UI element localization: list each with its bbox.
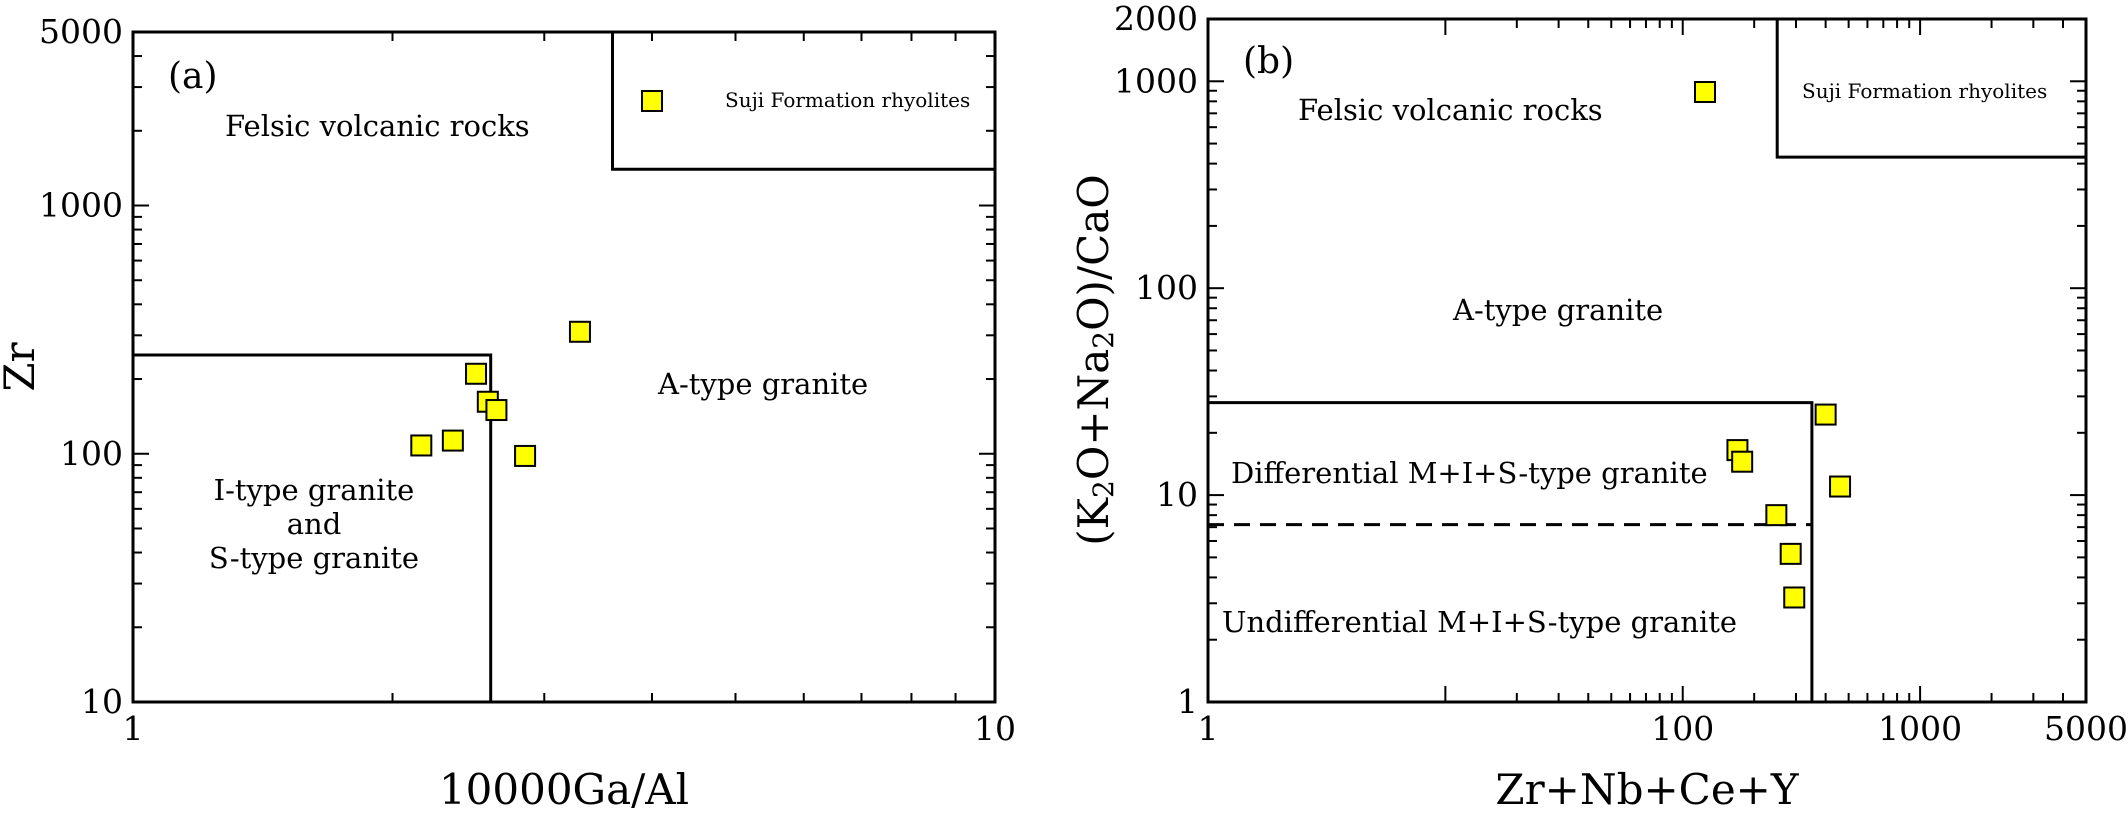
legend-label-a: Suji Formation rhyolites [725, 88, 970, 112]
legend-marker-b [1694, 81, 1716, 103]
panel-a-ticks [132, 32, 996, 703]
y-tick-label: 1000 [1114, 61, 1198, 100]
data-point [441, 429, 464, 452]
boundary-line [133, 353, 493, 702]
y-axis-title-a: Zr [0, 341, 44, 391]
panel-b-tick-labels: 1 100 1000 5000 1 10 100 1000 2000 [1114, 0, 2128, 748]
y-tick-label: 10 [1156, 475, 1198, 514]
data-point [514, 444, 537, 467]
x-tick-label: 10 [974, 709, 1016, 748]
panel-b-frame [1206, 17, 2088, 704]
region-label-felsic-b: Felsic volcanic rocks [1298, 93, 1603, 127]
region-label-felsic: Felsic volcanic rocks [225, 109, 530, 143]
panel-b-ticks [1208, 19, 2086, 702]
data-point [1731, 450, 1754, 473]
region-label-and: and [287, 507, 342, 541]
panel-b-points [1726, 403, 1852, 609]
data-point [1779, 542, 1802, 565]
panel-a-frame [131, 30, 997, 704]
data-point [410, 434, 433, 457]
data-point [465, 362, 488, 385]
boundary-line [611, 32, 995, 171]
x-tick-label: 1 [123, 709, 144, 748]
y-tick-label: 1000 [39, 186, 123, 225]
data-point [1829, 475, 1852, 498]
region-label-i-type: I-type granite [214, 473, 415, 507]
y-tick-label: 100 [60, 434, 123, 473]
panel-b-label: (b) [1243, 41, 1294, 82]
region-label-a-type-b: A-type granite [1452, 293, 1663, 327]
boundary-line [1208, 401, 1814, 702]
x-tick-label: 5000 [2044, 709, 2128, 748]
legend-label-b: Suji Formation rhyolites [1802, 79, 2047, 103]
y-tick-label: 1 [1177, 682, 1198, 721]
region-label-differential: Differential M+I+S-type granite [1231, 456, 1708, 490]
panel-a-label: (a) [168, 56, 218, 97]
data-point [1814, 403, 1837, 426]
y-tick-label: 10 [81, 682, 123, 721]
y-tick-label: 5000 [39, 12, 123, 51]
x-tick-label: 100 [1651, 709, 1714, 748]
panel-b: 1 100 1000 5000 1 10 100 1000 2000 (b) Felsic vo… [1069, 0, 2128, 814]
data-point [568, 320, 591, 343]
y-tick-label: 100 [1135, 268, 1198, 307]
region-label-a-type: A-type granite [657, 367, 868, 401]
region-label-s-type: S-type granite [209, 541, 419, 575]
panel-b-boundaries [1208, 19, 2086, 702]
data-point [485, 399, 508, 422]
data-point [1783, 586, 1806, 609]
x-axis-title-a: 10000Ga/Al [439, 765, 689, 812]
x-axis-title-b: Zr+Nb+Ce+Y [1495, 765, 1799, 812]
x-tick-label: 1 [1198, 709, 1219, 748]
panel-a-boundaries [133, 32, 995, 702]
region-label-undifferential: Undifferential M+I+S-type granite [1222, 605, 1737, 639]
panel-a-points [410, 320, 591, 467]
data-point [1765, 504, 1788, 527]
boundary-line [1775, 19, 2086, 159]
legend-marker-a [641, 90, 663, 112]
y-axis-title-b: (K2O+Na2O)/CaO [1069, 174, 1120, 545]
y-tick-label: 2000 [1114, 0, 1198, 38]
x-tick-label: 1000 [1878, 709, 1962, 748]
